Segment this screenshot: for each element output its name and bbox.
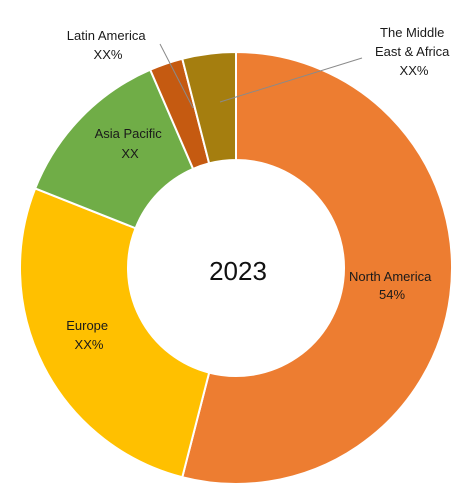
slice-europe [19,187,211,479]
north-america-label: North America 54% [349,269,435,302]
latin-america-leader-line [159,43,194,109]
donut-slices [19,50,453,484]
europe-label: Europe XX% [66,318,112,352]
center-label: 2023 [209,256,267,286]
leader-lines [159,43,363,109]
europe-name: Europe [66,318,108,333]
north-america-value: 54% [379,287,405,302]
asia-pacific-value: XX [121,146,139,161]
asia-pacific-name: Asia Pacific [95,126,163,141]
mea-value: XX% [400,63,429,78]
north-america-name: North America [349,269,432,284]
mea-label: The Middle East & Africa XX% [375,25,453,78]
asia-pacific-label: Asia Pacific XX [95,126,166,161]
mea-name-line2: East & Africa [375,44,450,59]
latin-america-label: Latin America XX% [67,28,149,62]
europe-value: XX% [75,337,104,352]
latin-america-name: Latin America [67,28,147,43]
mea-name-line1: The Middle [380,25,444,40]
slice-the-middle-east-africa [181,50,237,165]
slice-north-america [181,50,453,484]
latin-america-value: XX% [94,47,123,62]
mea-leader-line [219,57,363,103]
